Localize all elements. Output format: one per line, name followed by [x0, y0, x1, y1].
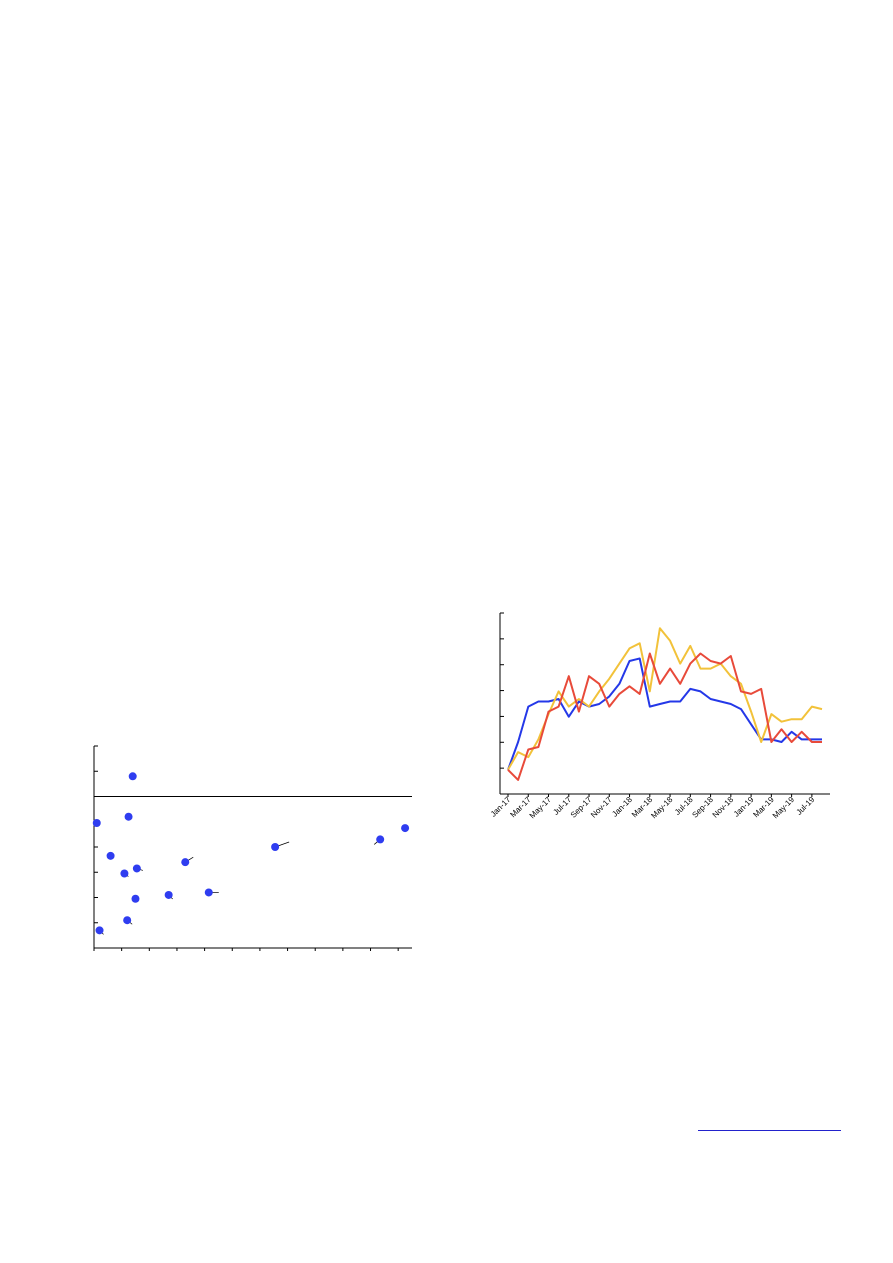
scatter-point	[271, 843, 280, 851]
scatter-point	[181, 858, 190, 867]
line-chart: Jan-17Mar-17May-17Jul-17Sep-17Nov-17Jan-…	[489, 612, 830, 821]
scatter-point	[376, 835, 385, 844]
footer-link[interactable]	[698, 1118, 841, 1131]
scatter-axes	[93, 745, 412, 951]
line-series-3	[507, 652, 822, 781]
scatter-chart	[92, 745, 412, 951]
line-axes	[499, 612, 830, 797]
scatter-point	[164, 890, 173, 899]
line-x-tick-label: Sep-17	[569, 795, 594, 820]
line-x-tick-label: Nov-17	[589, 795, 614, 820]
line-x-tick-label: Nov-18	[711, 795, 736, 820]
scatter-point	[401, 824, 410, 833]
scatter-point	[120, 869, 129, 878]
scatter-point	[123, 916, 132, 925]
line-x-tick-label: May-18	[649, 795, 675, 821]
line-x-tick-label: Jul-19	[795, 795, 817, 817]
scatter-point	[124, 812, 133, 821]
scatter-point	[128, 772, 137, 781]
line-x-tick-label: May-17	[528, 795, 554, 821]
scatter-point	[95, 926, 104, 935]
line-x-tick-label: May-19	[771, 795, 797, 821]
line-x-tick-label: Sep-18	[690, 795, 715, 820]
scatter-point	[106, 851, 115, 860]
scatter-point	[131, 894, 140, 903]
line-series-2	[507, 627, 823, 771]
scatter-point	[92, 819, 101, 828]
scatter-point	[204, 888, 213, 897]
scatter-point	[132, 864, 141, 873]
